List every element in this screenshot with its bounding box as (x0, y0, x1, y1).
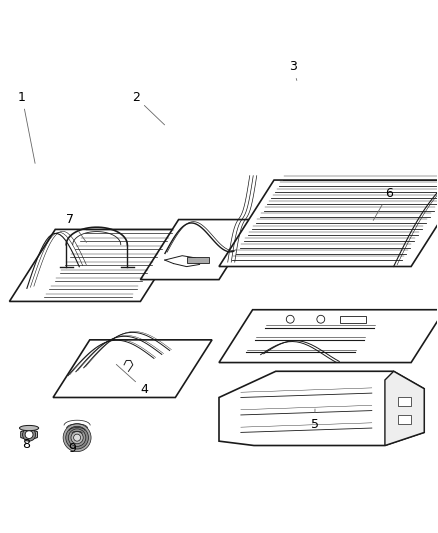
Text: 7: 7 (66, 213, 86, 243)
Bar (398, 415, 411, 424)
Circle shape (22, 428, 35, 441)
Circle shape (66, 426, 88, 449)
Circle shape (317, 316, 325, 323)
Text: 2: 2 (132, 91, 165, 125)
Polygon shape (187, 257, 209, 263)
Polygon shape (219, 180, 438, 266)
Polygon shape (340, 316, 367, 323)
Polygon shape (219, 372, 424, 446)
Polygon shape (53, 340, 212, 398)
Text: 1: 1 (18, 91, 35, 163)
Text: 6: 6 (373, 187, 393, 221)
Circle shape (286, 316, 294, 323)
Polygon shape (219, 310, 438, 362)
Polygon shape (385, 372, 424, 446)
Circle shape (63, 424, 91, 451)
Polygon shape (141, 220, 257, 280)
Circle shape (71, 432, 83, 444)
Bar (398, 398, 411, 406)
Text: 9: 9 (68, 442, 76, 455)
Circle shape (68, 429, 86, 446)
Text: 8: 8 (21, 438, 30, 451)
Circle shape (74, 434, 81, 441)
Polygon shape (21, 429, 37, 440)
Text: 3: 3 (289, 60, 297, 80)
Text: 5: 5 (311, 409, 319, 431)
Text: 4: 4 (116, 365, 148, 396)
Polygon shape (10, 229, 186, 302)
Circle shape (25, 431, 33, 439)
Ellipse shape (19, 425, 39, 431)
